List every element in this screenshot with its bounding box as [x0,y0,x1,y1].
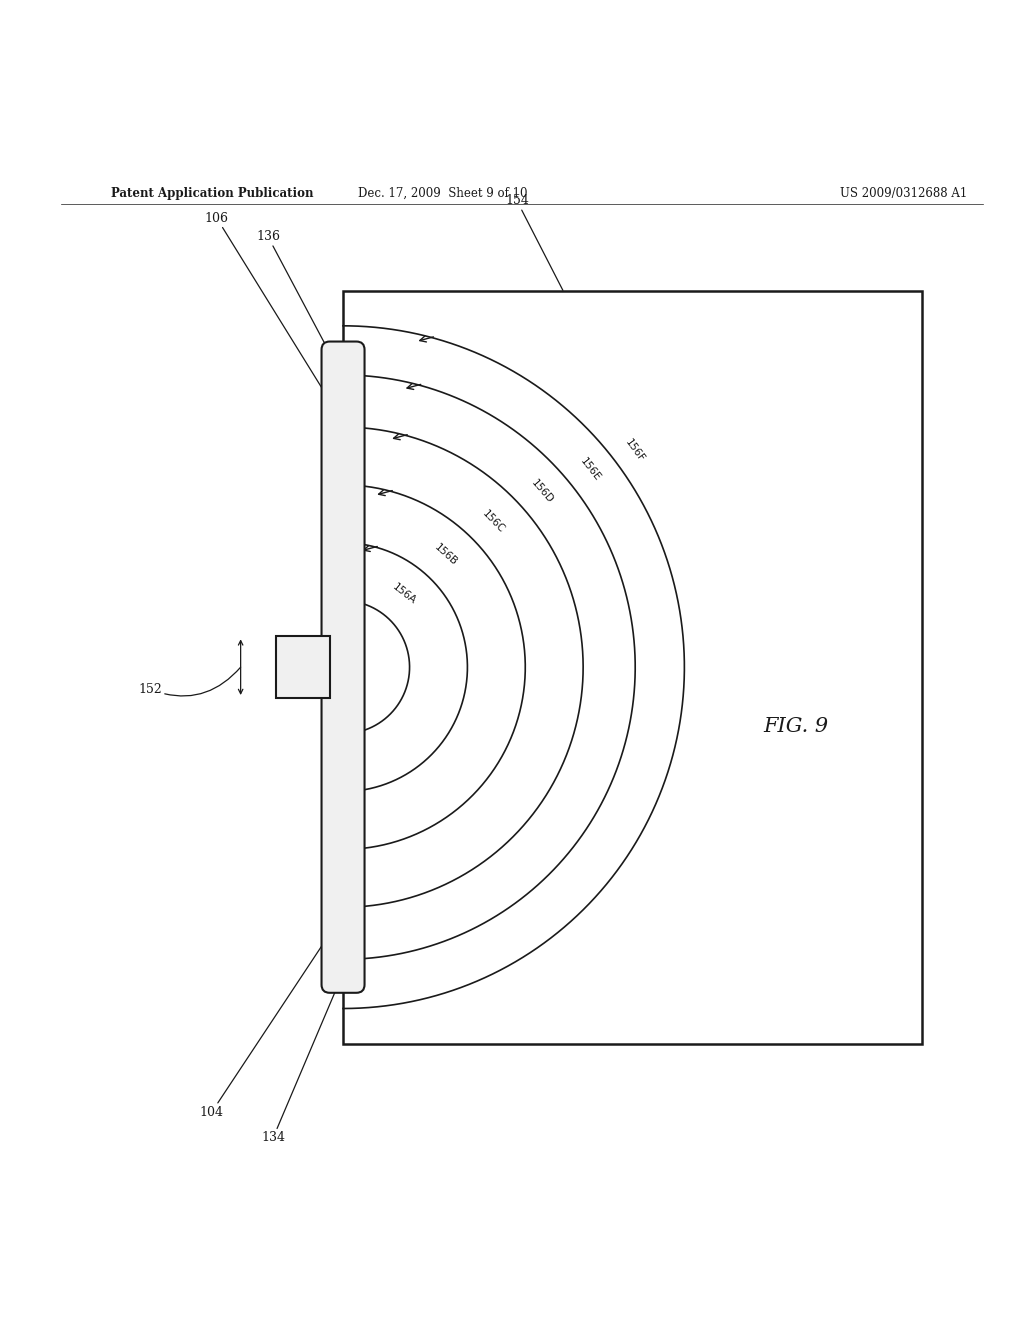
Text: Patent Application Publication: Patent Application Publication [111,186,313,199]
Text: FIG. 9: FIG. 9 [763,717,828,737]
Text: 156E: 156E [579,457,602,483]
Text: 104: 104 [200,937,328,1118]
Text: 156B: 156B [432,543,459,568]
Text: 154: 154 [505,194,563,290]
Text: Dec. 17, 2009  Sheet 9 of 10: Dec. 17, 2009 Sheet 9 of 10 [357,186,527,199]
Text: 156C: 156C [480,508,506,535]
Text: 156A: 156A [390,582,418,607]
Text: 156F: 156F [624,437,646,463]
Text: US 2009/0312688 A1: US 2009/0312688 A1 [840,186,967,199]
Bar [276,636,330,698]
Text: 136: 136 [256,230,358,407]
Text: 106: 106 [205,211,328,397]
Bar [343,292,922,1044]
FancyBboxPatch shape [322,342,365,993]
Text: 134: 134 [261,937,358,1144]
Text: 156D: 156D [529,478,555,506]
Text: 152: 152 [138,667,241,696]
